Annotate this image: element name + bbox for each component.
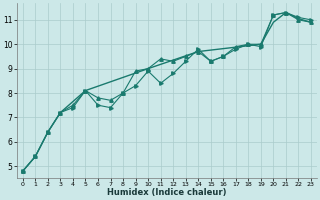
- X-axis label: Humidex (Indice chaleur): Humidex (Indice chaleur): [107, 188, 227, 197]
